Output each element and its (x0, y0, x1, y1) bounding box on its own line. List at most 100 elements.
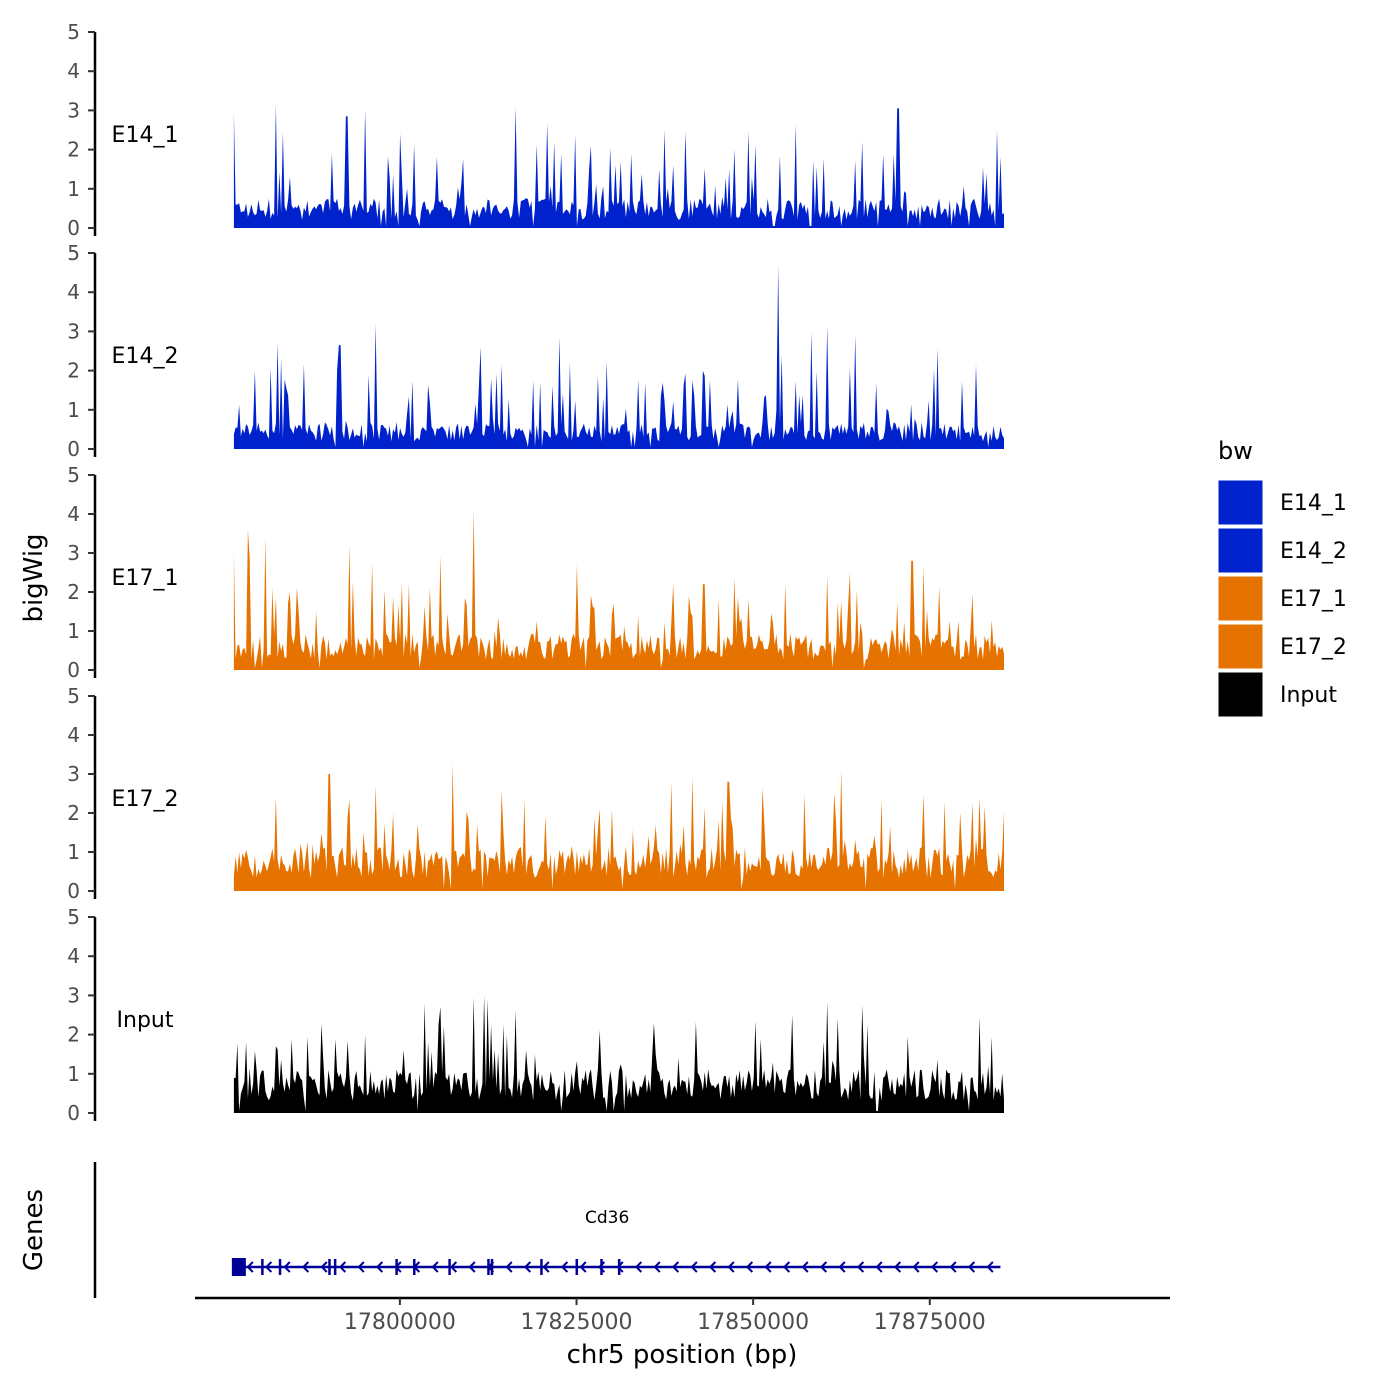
strand-arrow (690, 1261, 698, 1273)
y-tick-label: 0 (67, 216, 80, 240)
track-E17_2: E17_2 (112, 764, 1004, 891)
strand-arrow (449, 1261, 458, 1273)
y-axis-Input: 0 1 2 3 4 5 (67, 905, 97, 1125)
gene-label: Cd36 (585, 1208, 629, 1228)
track-E14_2: E14_2 (112, 264, 1004, 449)
strand-arrow (856, 1261, 865, 1273)
strand-arrow (912, 1261, 920, 1273)
gene-exon (395, 1259, 398, 1275)
legend-label: E17_2 (1280, 635, 1347, 660)
strand-arrow (616, 1261, 624, 1273)
legend-swatch (1217, 623, 1264, 670)
y-tick-label: 0 (67, 658, 80, 682)
y-tick-label: 3 (67, 762, 80, 786)
legend-item: E17_2 (1217, 623, 1347, 670)
strand-arrow (930, 1261, 939, 1273)
y-tick-label: 4 (67, 280, 80, 304)
y-tick-label: 2 (67, 580, 80, 604)
y-axis-title: bigWig (19, 533, 49, 622)
x-tick-label: 17850000 (697, 1310, 809, 1335)
y-tick-label: 5 (67, 20, 80, 44)
legend-item: Input (1217, 671, 1337, 718)
x-tick-label: 17875000 (874, 1310, 986, 1335)
gene-exon (261, 1259, 264, 1275)
y-tick-label: 1 (67, 177, 80, 201)
legend-title: bw (1218, 437, 1253, 465)
strand-arrow (819, 1261, 828, 1273)
area-Input (233, 995, 1004, 1113)
gene-exon (413, 1259, 416, 1275)
y-tick-label: 3 (67, 541, 80, 565)
x-axis-title: chr5 position (bp) (567, 1340, 798, 1370)
legend-swatch (1217, 575, 1264, 622)
gene-exon (617, 1259, 621, 1275)
strand-arrow (246, 1261, 254, 1273)
track-label: E14_1 (112, 123, 179, 148)
track-E17_1: E17_1 (112, 510, 1004, 670)
gene-exon (600, 1259, 603, 1275)
y-tick-label: 4 (67, 59, 80, 83)
legend-label: Input (1280, 683, 1337, 708)
strand-arrow (893, 1261, 902, 1273)
strand-arrow (782, 1261, 791, 1273)
strand-arrow (468, 1261, 476, 1273)
y-tick-label: 0 (67, 879, 80, 903)
y-tick-label: 1 (67, 398, 80, 422)
y-tick-label: 1 (67, 840, 80, 864)
strand-arrow (301, 1261, 310, 1273)
y-tick-label: 0 (67, 437, 80, 461)
strand-arrow (542, 1261, 550, 1273)
y-axis-E14_2: 0 1 2 3 4 5 (67, 241, 97, 461)
legend-item: E14_2 (1217, 527, 1347, 574)
y-tick-label: 3 (67, 319, 80, 343)
strand-arrow (708, 1261, 717, 1273)
area-E17_2 (233, 764, 1004, 891)
strand-arrow (801, 1261, 809, 1273)
strand-arrow (357, 1261, 365, 1273)
track-label: E17_1 (112, 566, 179, 591)
gene-exon (231, 1258, 246, 1276)
strand-arrow (727, 1261, 735, 1273)
y-axis-E17_1: 0 1 2 3 4 5 (67, 463, 97, 682)
area-E17_1 (233, 510, 1004, 670)
strand-arrow (431, 1261, 439, 1273)
gene-exon (328, 1259, 331, 1275)
y-tick-label: 2 (67, 801, 80, 825)
signal-tracks: E14_1 E14_2 E17_1 E17_2 Input (112, 104, 1004, 1113)
strand-arrow (875, 1261, 883, 1273)
gene-marks: Cd36 (231, 1208, 1001, 1276)
legend: bw E14_1 E14_2 E17_1 E17_2 Input (1217, 437, 1347, 718)
track-label: E17_2 (112, 787, 179, 812)
x-tick-label: 17825000 (521, 1310, 633, 1335)
y-tick-label: 2 (67, 138, 80, 162)
gene-exon (540, 1259, 543, 1275)
strand-arrow (338, 1261, 347, 1273)
strand-arrow (745, 1261, 754, 1273)
y-tick-label: 3 (67, 98, 80, 122)
y-tick-label: 4 (67, 723, 80, 747)
gene-Cd36: Cd36 (231, 1208, 1001, 1276)
y-tick-label: 4 (67, 502, 80, 526)
area-E14_1 (233, 104, 1004, 228)
track-label: E14_2 (112, 344, 179, 369)
y-tick-label: 1 (67, 1062, 80, 1086)
legend-item: E17_1 (1217, 575, 1347, 622)
y-tick-label: 4 (67, 944, 80, 968)
legend-items: E14_1 E14_2 E17_1 E17_2 Input (1217, 479, 1347, 718)
gene-exon (278, 1259, 282, 1275)
gene-exon (239, 1259, 243, 1275)
y-tick-label: 2 (67, 1023, 80, 1047)
legend-label: E14_2 (1280, 539, 1347, 564)
strand-arrow (375, 1261, 384, 1273)
strand-arrow (579, 1261, 587, 1273)
x-axis: 17800000 17825000 17850000 17875000 (195, 1296, 1170, 1335)
gene-exon (575, 1259, 579, 1275)
track-E14_1: E14_1 (112, 104, 1004, 228)
genes-axis-title: Genes (19, 1189, 49, 1271)
x-tick-label: 17800000 (344, 1310, 456, 1335)
strand-arrow (634, 1261, 643, 1273)
legend-swatch (1217, 671, 1264, 718)
strand-arrow (671, 1261, 680, 1273)
gene-exon (490, 1259, 494, 1275)
